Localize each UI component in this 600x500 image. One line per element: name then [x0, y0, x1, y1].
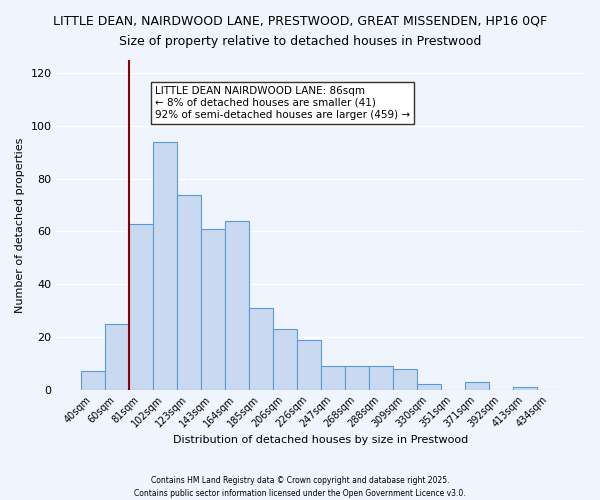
- Text: Contains public sector information licensed under the Open Government Licence v3: Contains public sector information licen…: [134, 488, 466, 498]
- Bar: [297, 340, 321, 390]
- Bar: [128, 224, 152, 390]
- Text: LITTLE DEAN NAIRDWOOD LANE: 86sqm
← 8% of detached houses are smaller (41)
92% o: LITTLE DEAN NAIRDWOOD LANE: 86sqm ← 8% o…: [155, 86, 410, 120]
- Bar: [417, 384, 441, 390]
- Bar: [321, 366, 345, 390]
- Bar: [369, 366, 393, 390]
- Bar: [104, 324, 128, 390]
- Bar: [273, 329, 297, 390]
- Bar: [176, 194, 200, 390]
- Bar: [152, 142, 176, 390]
- Y-axis label: Number of detached properties: Number of detached properties: [15, 137, 25, 312]
- Bar: [80, 371, 104, 390]
- Bar: [249, 308, 273, 390]
- Text: Size of property relative to detached houses in Prestwood: Size of property relative to detached ho…: [119, 35, 481, 48]
- Text: Contains HM Land Registry data © Crown copyright and database right 2025.: Contains HM Land Registry data © Crown c…: [151, 476, 449, 485]
- Bar: [513, 387, 537, 390]
- X-axis label: Distribution of detached houses by size in Prestwood: Distribution of detached houses by size …: [173, 435, 469, 445]
- Text: LITTLE DEAN, NAIRDWOOD LANE, PRESTWOOD, GREAT MISSENDEN, HP16 0QF: LITTLE DEAN, NAIRDWOOD LANE, PRESTWOOD, …: [53, 15, 547, 28]
- Bar: [200, 229, 224, 390]
- Bar: [393, 368, 417, 390]
- Bar: [345, 366, 369, 390]
- Bar: [224, 221, 249, 390]
- Bar: [465, 382, 489, 390]
